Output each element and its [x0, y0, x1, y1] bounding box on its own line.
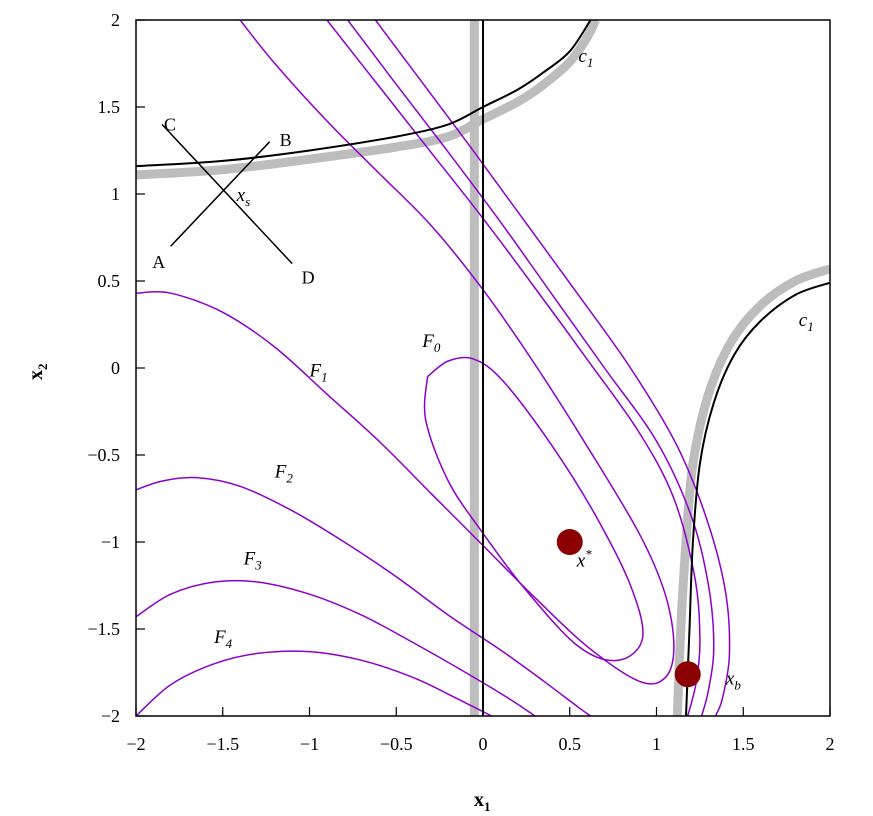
x-tick-label: 0: [479, 734, 488, 754]
c1-lower-shadow-curve: [672, 264, 830, 716]
y-axis-label: x2: [25, 364, 50, 381]
y-tick-label: 0: [111, 358, 120, 378]
constraint-layer: [136, 20, 830, 716]
x-tick-label: 1.5: [732, 734, 755, 754]
x-tick-label: −1.5: [206, 734, 239, 754]
search-label-B: B: [280, 130, 292, 150]
annotation-xb: xb: [725, 669, 741, 693]
contour-f1c: [347, 20, 715, 716]
annotation-layer: F0 F1 F2 F3 F4 c1 c1 A B C Dxs x* xb: [152, 46, 814, 693]
annotation-xs: xs: [236, 185, 251, 209]
contour-label-f4: F4: [213, 627, 233, 651]
y-tick-label: 0.5: [98, 271, 121, 291]
x-axis-ticks: −2 −1.5 −1 −0.5 0 0.5 1 1.5 2: [126, 707, 835, 754]
contour-f1: [136, 20, 675, 685]
xb-point: [674, 661, 701, 688]
search-label-C: C: [164, 114, 176, 134]
y-tick-label: −0.5: [87, 445, 120, 465]
contour-label-f2: F2: [274, 462, 294, 486]
search-line-CD: [161, 123, 293, 265]
constraint-c1-lower: [685, 281, 830, 716]
annotation-xstar: x*: [576, 546, 592, 571]
xstar-point: [556, 529, 583, 555]
contour-label-f3: F3: [243, 549, 263, 573]
search-line-AB: [170, 141, 271, 247]
y-tick-label: 1: [111, 184, 120, 204]
x-tick-label: −2: [126, 734, 145, 754]
y-axis-ticks: 2 1.5 1 0.5 0 −0.5 −1 −1.5 −2: [87, 10, 145, 726]
contour-label-f0: F0: [421, 331, 441, 355]
search-line-layer: [161, 123, 293, 265]
contour-f2: [136, 476, 592, 716]
x-axis-label: x1: [474, 789, 491, 814]
contour-f0: [423, 356, 644, 662]
search-label-D: D: [302, 268, 315, 288]
y-tick-label: −1.5: [87, 619, 120, 639]
y-tick-label: 2: [111, 10, 120, 30]
constraint-shadow-layer: [136, 20, 830, 716]
constraint-label-c1-upper: c1: [578, 46, 593, 70]
point-layer: [556, 529, 701, 688]
y-tick-label: 1.5: [98, 97, 121, 117]
x-tick-label: 0.5: [559, 734, 582, 754]
contour-f3: [136, 579, 536, 716]
search-label-A: A: [152, 252, 165, 272]
contour-f4: [136, 650, 493, 716]
constraint-label-c1-lower: c1: [799, 310, 814, 334]
constraint-c1-upper: [136, 20, 592, 168]
x-tick-label: −1: [300, 734, 319, 754]
y-tick-label: −2: [101, 706, 120, 726]
x-tick-label: −0.5: [380, 734, 413, 754]
y-tick-label: −1: [101, 532, 120, 552]
contour-layer: [136, 20, 731, 716]
contour-f1b: [326, 20, 701, 716]
contour-label-f1: F1: [309, 361, 328, 385]
x-tick-label: 1: [652, 734, 661, 754]
contour-f1d: [374, 20, 731, 716]
x-tick-label: 2: [826, 734, 835, 754]
